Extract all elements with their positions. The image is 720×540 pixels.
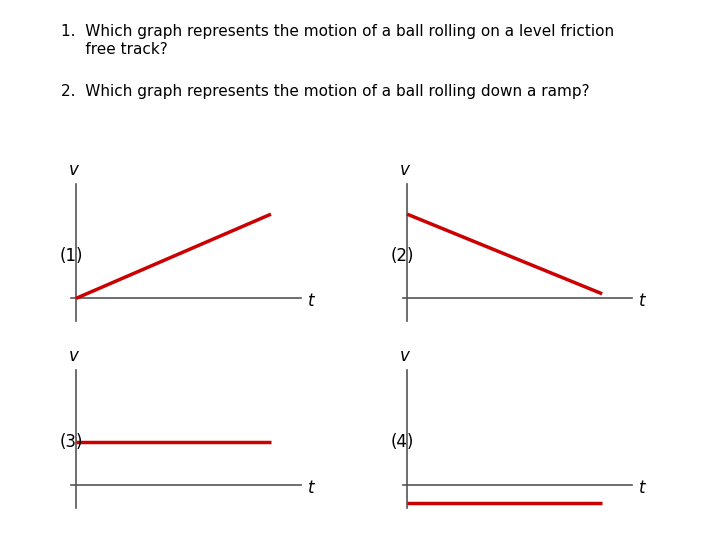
Text: v: v [68,161,78,179]
Text: 2.  Which graph represents the motion of a ball rolling down a ramp?: 2. Which graph represents the motion of … [61,84,590,99]
Text: v: v [400,347,410,365]
Text: (3): (3) [60,433,84,451]
Text: (1): (1) [60,247,84,265]
Text: v: v [68,347,78,365]
Text: t: t [639,479,645,497]
Text: t: t [307,293,314,310]
Text: v: v [400,161,410,179]
Text: 1.  Which graph represents the motion of a ball rolling on a level friction
    : 1. Which graph represents the motion of … [61,24,614,57]
Text: t: t [307,479,314,497]
Text: t: t [639,293,645,310]
Text: (2): (2) [391,247,415,265]
Text: (4): (4) [391,433,415,451]
